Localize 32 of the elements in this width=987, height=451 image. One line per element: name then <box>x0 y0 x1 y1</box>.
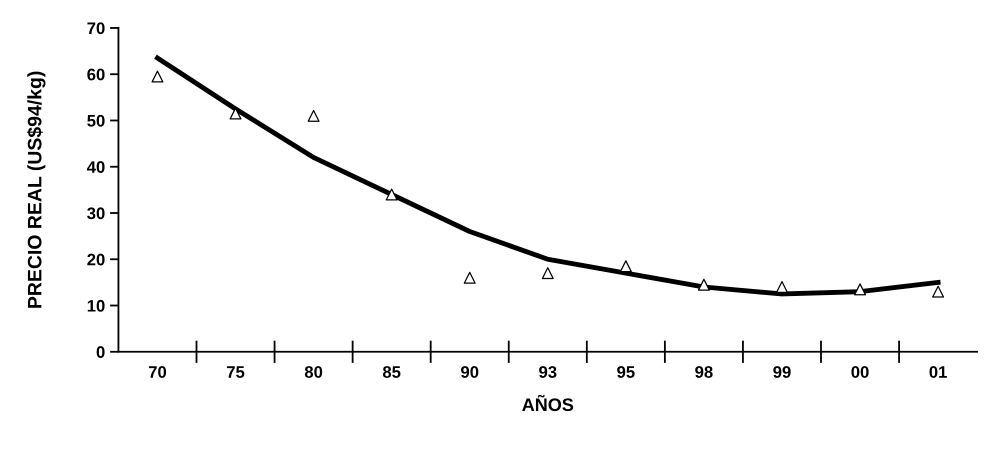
x-tick-label: 75 <box>226 366 244 378</box>
point <box>151 70 164 83</box>
point <box>854 283 866 296</box>
point <box>386 188 398 200</box>
x-axis-title: AÑOS <box>522 394 574 412</box>
x-tick-label: 99 <box>773 366 791 378</box>
point <box>776 281 788 294</box>
point <box>464 272 476 284</box>
y-axis-title: PRECIO REAL (US$94/kg) <box>26 72 46 308</box>
line-series <box>155 56 941 296</box>
point <box>308 110 320 122</box>
x-tick-label: 90 <box>461 366 478 378</box>
x-tick-label: 93 <box>539 366 556 378</box>
point <box>620 260 632 272</box>
point <box>932 286 944 298</box>
point <box>542 267 554 280</box>
y-tick-label: 50 <box>87 114 105 127</box>
x-tick-label: 01 <box>929 366 947 378</box>
x-tick-label: 85 <box>382 366 400 378</box>
x-tick-label: 70 <box>148 366 166 378</box>
y-tick-label: 30 <box>87 207 105 220</box>
y-tick-label: 60 <box>87 68 105 80</box>
x-tick-label: 00 <box>851 366 869 378</box>
point <box>698 278 710 291</box>
y-tick-label: 70 <box>87 22 105 34</box>
y-tick-label: 40 <box>86 161 105 173</box>
y-tick-label: 10 <box>88 300 105 312</box>
y-tick-label: 0 <box>96 346 105 358</box>
x-tick-label: 95 <box>617 366 635 378</box>
x-tick-label: 98 <box>695 366 713 378</box>
x-tick-label: 80 <box>304 366 322 378</box>
y-tick-label: 20 <box>87 254 105 266</box>
